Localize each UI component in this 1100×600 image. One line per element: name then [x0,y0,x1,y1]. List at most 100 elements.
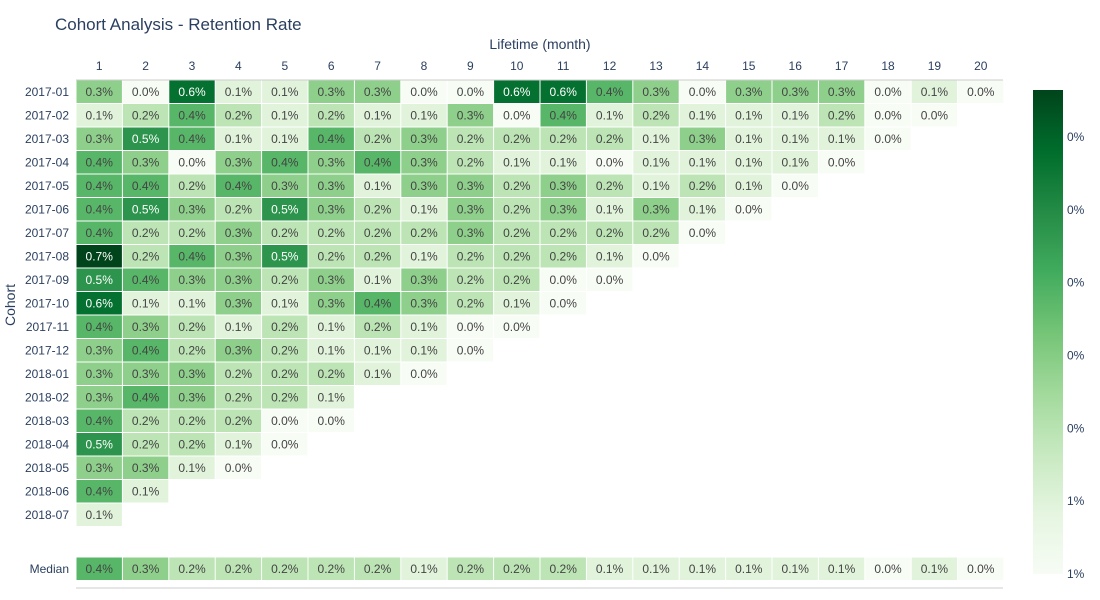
heatmap-cell [308,339,354,362]
y-tick-label: 2018-06 [25,484,69,498]
heatmap-cell [540,221,586,244]
heatmap-cell [911,104,958,127]
heatmap-cell [262,315,308,338]
heatmap-cell [494,557,540,580]
x-tick-label: 8 [421,59,428,73]
cell-value-label: 0.0% [874,132,902,146]
cell-value-label: 0.3% [364,85,392,99]
heatmap-cell [76,174,122,197]
heatmap-cell [354,245,401,268]
y-tick-label: 2017-02 [25,108,69,122]
heatmap-cell [726,80,772,103]
cell-value-label: 0.1% [410,562,438,576]
cell-value-label: 0.0% [550,296,578,310]
heatmap-cell [122,127,169,150]
cell-value-label: 0.3% [689,132,717,146]
heatmap-cell [215,409,262,432]
y-tick-label: 2017-08 [25,249,69,263]
cell-value-label: 0.4% [86,414,114,428]
x-tick-label: 1 [96,59,103,73]
heatmap-cell [726,557,772,580]
heatmap-cell [122,433,169,456]
heatmap-cell [76,127,122,150]
y-tick-label: 2017-07 [25,226,69,240]
y-tick-label: 2017-03 [25,132,69,146]
heatmap-cell [169,245,215,268]
heatmap-cell [586,80,633,103]
cell-value-label: 0.0% [225,461,253,475]
cell-value-label: 0.1% [225,320,253,334]
cell-value-label: 0.1% [642,155,670,169]
cell-value-label: 0.0% [642,249,670,263]
heatmap-cell [401,245,447,268]
cell-value-label: 0.0% [457,343,485,357]
cell-value-label: 0.1% [410,108,438,122]
cell-value-label: 0.2% [178,343,206,357]
heatmap-cell [726,127,772,150]
heatmap-cell [447,174,494,197]
heatmap-cell [354,104,401,127]
heatmap-cell [215,104,262,127]
cell-value-label: 0.2% [596,226,624,240]
cell-value-label: 0.1% [271,85,299,99]
heatmap-cell [308,245,354,268]
cell-value-label: 0.3% [410,155,438,169]
heatmap-cell [122,292,169,315]
cell-value-label: 0.3% [178,202,206,216]
heatmap-cell [679,127,726,150]
y-tick-label: 2017-10 [25,296,69,310]
heatmap-cell [122,198,169,221]
x-tick-label: 4 [235,59,242,73]
heatmap-cell [308,409,354,432]
heatmap-cell [679,198,726,221]
cell-value-label: 0.2% [225,414,253,428]
cell-value-label: 0.2% [318,562,346,576]
heatmap-cell [865,104,911,127]
heatmap-cell [122,339,169,362]
cell-value-label: 0.5% [132,202,160,216]
x-tick-label: 17 [835,59,849,73]
cell-value-label: 0.2% [457,273,485,287]
cell-value-label: 0.6% [86,296,114,310]
cell-value-label: 0.1% [86,108,114,122]
cell-value-label: 0.1% [828,132,856,146]
heatmap-cell [122,456,169,479]
colorbar: 1% 1% 0% 0% 0% 0% 0% [1033,90,1085,581]
heatmap-cell [494,268,540,291]
heatmap-cell [401,151,447,174]
heatmap-cell [76,198,122,221]
heatmap-cell [772,127,818,150]
cell-value-label: 0.4% [550,108,578,122]
cell-value-label: 0.2% [550,562,578,576]
cell-value-label: 0.1% [86,508,114,522]
cell-value-label: 0.1% [782,108,810,122]
cell-value-label: 0.1% [782,155,810,169]
cell-value-label: 0.2% [271,226,299,240]
heatmap-cell [401,104,447,127]
cell-value-label: 0.0% [271,414,299,428]
heatmap-cell [215,339,262,362]
heatmap-cell [262,409,308,432]
heatmap-cell [540,268,586,291]
heatmap-cell [494,151,540,174]
y-tick-label: 2017-11 [26,320,69,334]
cell-value-label: 0.2% [596,179,624,193]
heatmap-cell [169,386,215,409]
heatmap-cell [540,292,586,315]
heatmap-cell [494,80,540,103]
cell-value-label: 0.2% [642,108,670,122]
cell-value-label: 0.1% [735,155,763,169]
cell-value-label: 0.1% [735,562,763,576]
colorbar-tick-label: 0% [1067,203,1085,217]
cell-value-label: 0.1% [596,562,624,576]
cell-value-label: 0.2% [364,249,392,263]
cell-value-label: 0.2% [271,343,299,357]
cell-value-label: 0.3% [225,155,253,169]
heatmap-cell [586,127,633,150]
cell-value-label: 0.2% [225,390,253,404]
x-tick-label: 10 [510,59,524,73]
cell-value-label: 0.1% [689,562,717,576]
heatmap-cell [169,362,215,385]
heatmap-cell [308,315,354,338]
heatmap-cell [447,80,494,103]
